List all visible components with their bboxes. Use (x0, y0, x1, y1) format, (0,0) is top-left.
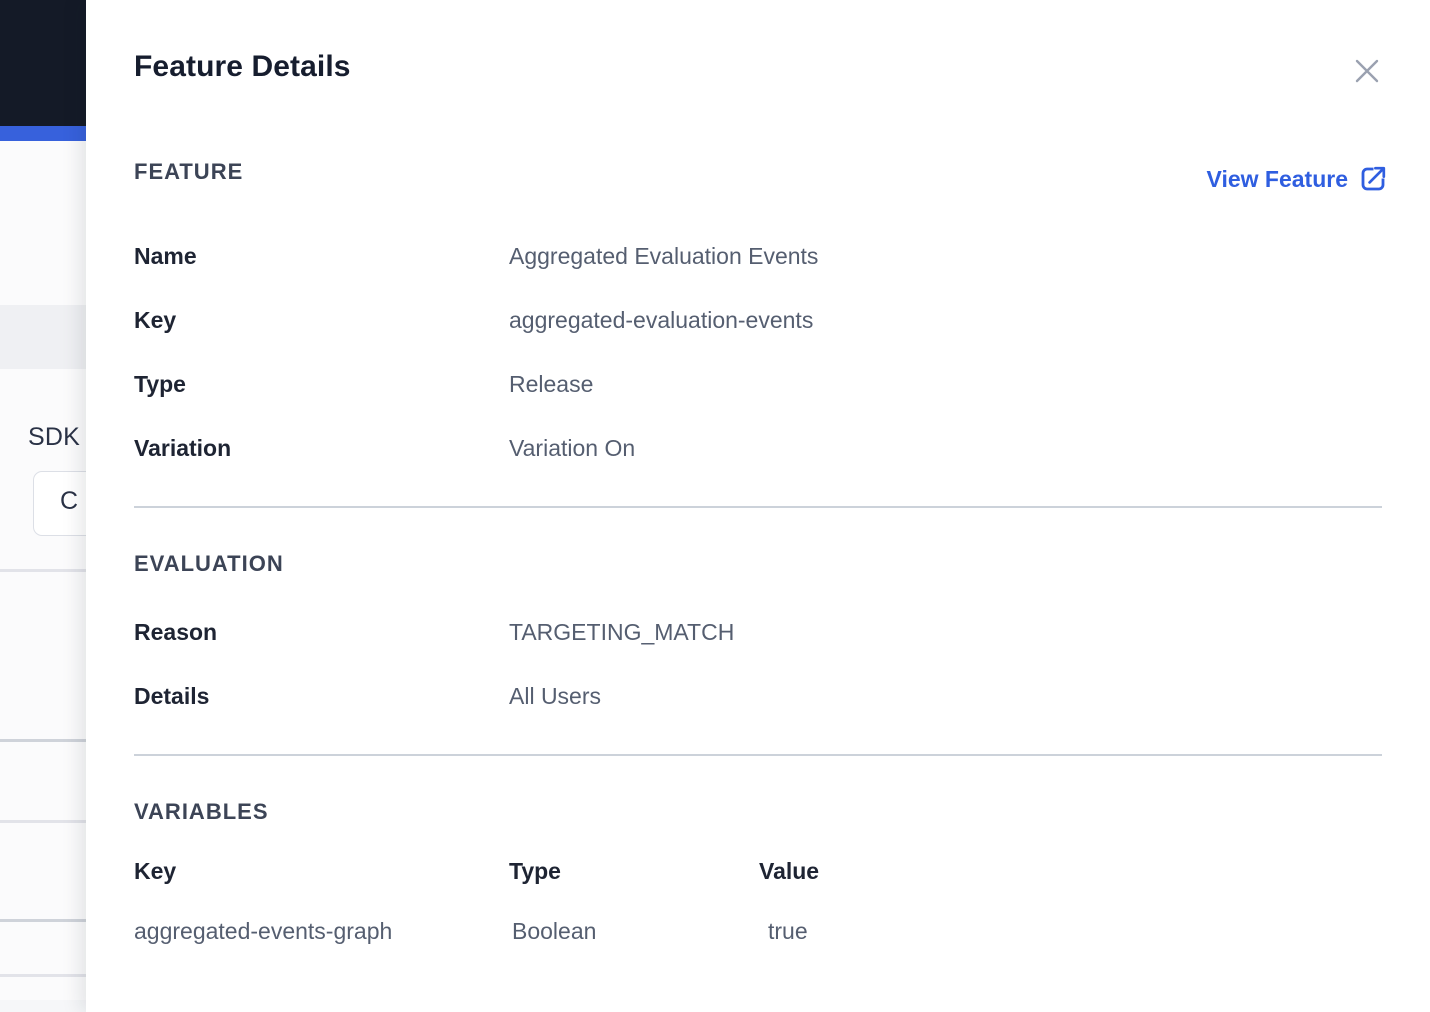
cell-type: Boolean (512, 918, 597, 944)
field-label: Reason (134, 619, 218, 645)
field-row-details: Details All Users (134, 683, 1384, 713)
field-row-type: Type Release (134, 371, 1384, 401)
variables-table: Key Type Value aggregated-events-graph B… (134, 858, 1382, 978)
cell-value: true (768, 918, 808, 944)
background-footer-band (0, 1000, 86, 1012)
section-heading-variables: VARIABLES (134, 799, 269, 824)
field-value: Aggregated Evaluation Events (509, 243, 819, 269)
field-label: Key (134, 307, 177, 333)
section-divider (134, 754, 1382, 756)
field-row-key: Key aggregated-evaluation-events (134, 307, 1384, 337)
background-page: SDK C (0, 0, 86, 1012)
accent-bar (0, 126, 86, 141)
column-header-type: Type (509, 858, 561, 884)
page-title: Feature Details (134, 50, 351, 83)
background-row-divider (0, 739, 86, 742)
view-feature-link[interactable]: View Feature (1207, 164, 1388, 194)
field-row-reason: Reason TARGETING_MATCH (134, 619, 1384, 649)
close-icon (1352, 56, 1382, 86)
background-table-header-band (0, 305, 86, 369)
external-link-icon (1358, 164, 1388, 194)
section-divider (134, 506, 1382, 508)
cell-key: aggregated-events-graph (134, 918, 393, 944)
field-row-name: Name Aggregated Evaluation Events (134, 243, 1384, 273)
background-content-strip (0, 141, 86, 1012)
field-value: All Users (509, 683, 602, 709)
field-label: Name (134, 243, 197, 269)
field-value: Release (509, 371, 594, 397)
table-header-row: Key Type Value (134, 858, 1382, 918)
background-row-divider (0, 974, 86, 977)
feature-details-modal: Feature Details FEATURE View Feature Nam… (86, 0, 1430, 1012)
view-feature-label: View Feature (1206, 165, 1348, 192)
top-nav-bar (0, 0, 86, 126)
field-value: TARGETING_MATCH (509, 619, 735, 645)
background-row-divider (0, 820, 86, 823)
field-row-variation: Variation Variation On (134, 435, 1384, 465)
field-value: aggregated-evaluation-events (509, 307, 814, 333)
field-label: Details (134, 683, 210, 709)
section-heading-evaluation: EVALUATION (134, 551, 284, 576)
close-button[interactable] (1346, 50, 1388, 92)
background-sdk-input-value: C (60, 487, 79, 515)
field-value: Variation On (509, 435, 636, 461)
background-sdk-input[interactable] (33, 471, 86, 536)
background-sdk-label: SDK (28, 423, 81, 451)
field-label: Type (134, 371, 186, 397)
column-header-key: Key (134, 858, 177, 884)
table-row: aggregated-events-graph Boolean true (134, 918, 1382, 978)
column-header-value: Value (759, 858, 820, 884)
section-heading-feature: FEATURE (134, 159, 244, 184)
field-label: Variation (134, 435, 232, 461)
background-row-divider (0, 569, 86, 572)
background-row-divider (0, 919, 86, 922)
